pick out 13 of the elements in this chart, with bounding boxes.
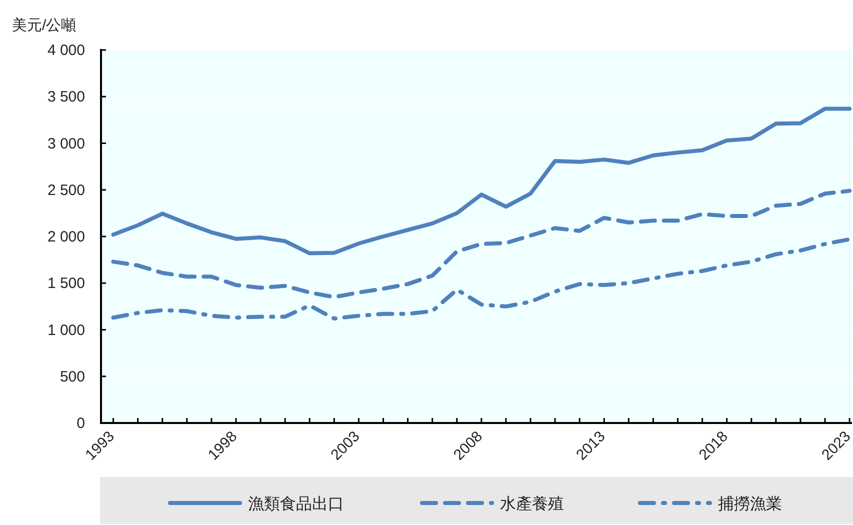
y-tick-label: 2 000 (47, 228, 85, 246)
y-tick-label: 500 (60, 368, 85, 386)
y-tick-label: 3 500 (47, 88, 85, 106)
y-tick-label: 1 500 (47, 275, 85, 292)
y-axis-title: 美元/公噸 (12, 17, 76, 34)
y-tick-label: 3 000 (47, 135, 85, 152)
y-tick-label: 4 000 (47, 42, 85, 59)
legend-label: 捕撈漁業 (718, 495, 782, 513)
y-tick-label: 1 000 (47, 322, 85, 339)
legend-label: 漁類食品出口 (248, 495, 344, 513)
y-tick-label: 2 500 (47, 182, 85, 199)
legend-label: 水產養殖 (500, 495, 564, 513)
y-tick-label: 0 (76, 415, 85, 432)
